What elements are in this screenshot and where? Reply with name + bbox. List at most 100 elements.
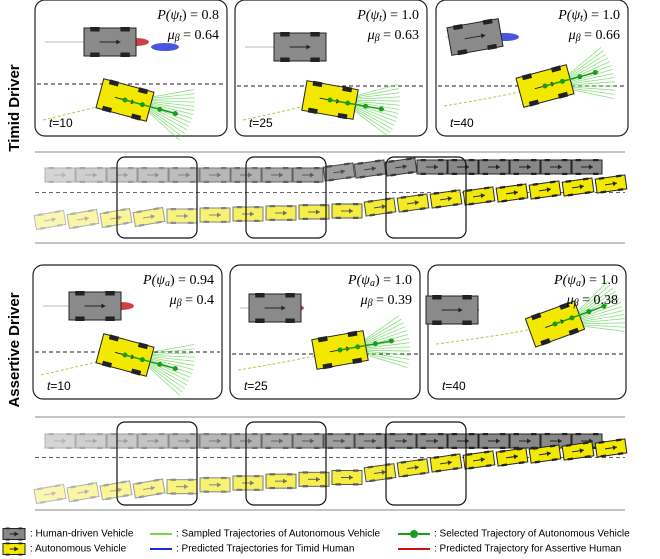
wheel — [469, 159, 474, 161]
wheel — [438, 173, 443, 175]
wheel — [204, 167, 209, 169]
wheel — [376, 433, 381, 435]
ghost — [385, 157, 417, 177]
ghost — [45, 167, 75, 183]
vehicle — [448, 159, 478, 175]
wheel — [328, 433, 333, 435]
wheel — [235, 433, 240, 435]
vehicle — [169, 167, 199, 183]
ghost — [332, 470, 362, 486]
vehicle — [463, 450, 495, 470]
wheel — [353, 470, 358, 472]
wheel — [310, 32, 319, 36]
vehicle — [562, 177, 594, 197]
vehicle — [496, 183, 528, 203]
vehicle — [100, 208, 132, 229]
ghost — [262, 167, 292, 183]
wheel — [49, 433, 54, 435]
ghost — [167, 208, 197, 224]
text-part: ) = — [170, 273, 190, 288]
text-part: P(ψ — [142, 273, 165, 288]
text-part: = — [373, 293, 388, 308]
wheel — [336, 483, 341, 485]
wheel — [297, 433, 302, 435]
legend-label: : Autonomous Vehicle — [30, 544, 127, 555]
vehicle — [448, 433, 478, 449]
wheel — [407, 433, 412, 435]
ghost — [324, 433, 354, 449]
ghost — [34, 484, 66, 505]
vehicle — [266, 473, 296, 489]
wheel — [204, 181, 209, 183]
ghost — [463, 450, 495, 470]
wheel — [171, 222, 176, 224]
wheel — [593, 433, 598, 435]
wheel — [237, 489, 242, 491]
ghost — [397, 193, 429, 213]
vehicle — [200, 167, 230, 183]
text-part: =10 — [50, 379, 71, 393]
wheel — [221, 447, 226, 449]
vehicle — [69, 291, 121, 321]
ghost — [448, 159, 478, 175]
vehicle — [167, 208, 197, 224]
ghost — [430, 189, 462, 209]
vehicle — [510, 433, 540, 449]
wheel — [128, 433, 133, 435]
time-label: t=40 — [442, 379, 466, 393]
panel: P(ψa) = 1.0μβ = 0.39t=25 — [230, 265, 420, 399]
ghost — [107, 433, 137, 449]
wheel — [576, 173, 581, 175]
wheel — [80, 433, 85, 435]
wheel — [128, 447, 133, 449]
ghost — [529, 180, 561, 200]
vehicle — [233, 206, 263, 222]
wheel — [188, 208, 193, 210]
text-part: = — [180, 28, 195, 43]
selected-point — [123, 353, 128, 358]
wheel — [171, 492, 176, 494]
selected-point — [363, 104, 368, 109]
wheel — [270, 473, 275, 475]
vehicle — [479, 159, 509, 175]
wheel — [235, 167, 240, 169]
wheel — [159, 447, 164, 449]
wheel — [159, 167, 164, 169]
vehicle — [45, 433, 75, 449]
wheel — [75, 317, 84, 321]
wheel — [514, 433, 519, 435]
vehicle — [262, 167, 292, 183]
wheel — [171, 479, 176, 481]
selected-point — [173, 111, 178, 116]
text-part: P(ψ — [557, 8, 580, 23]
wheel — [254, 489, 259, 491]
wheel — [80, 181, 85, 183]
wheel — [235, 181, 240, 183]
wheel — [562, 433, 567, 435]
wheel — [237, 206, 242, 208]
wheel — [270, 219, 275, 221]
wheel — [204, 447, 209, 449]
wheel — [173, 447, 178, 449]
vehicle — [463, 186, 495, 206]
legend-label: : Predicted Trajectory for Assertive Hum… — [434, 544, 621, 555]
vehicle — [479, 433, 509, 449]
wheel — [190, 181, 195, 183]
wheel — [500, 433, 505, 435]
legend-label: : Selected Trajectory of Autonomous Vehi… — [434, 529, 630, 540]
wheel — [171, 208, 176, 210]
ghost — [266, 473, 296, 489]
wheel — [438, 447, 443, 449]
vehicle — [200, 477, 230, 493]
wheel — [252, 433, 257, 435]
wheel — [462, 295, 471, 299]
wheel — [576, 433, 581, 435]
wheel — [80, 167, 85, 169]
wheel — [173, 181, 178, 183]
wheel — [421, 159, 426, 161]
belief-label: P(ψt) = 0.8 — [156, 8, 219, 24]
vehicle — [167, 479, 197, 495]
wheel — [303, 218, 308, 220]
vehicle — [496, 447, 528, 467]
wheel — [514, 159, 519, 161]
